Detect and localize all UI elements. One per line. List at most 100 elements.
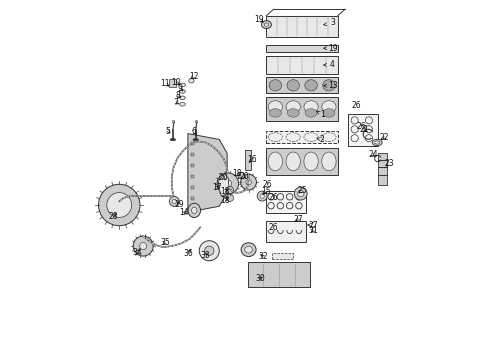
Circle shape	[217, 173, 239, 194]
Text: 11: 11	[160, 79, 170, 88]
Text: 19: 19	[324, 44, 337, 53]
Text: 16: 16	[247, 156, 257, 165]
Circle shape	[205, 246, 214, 255]
Ellipse shape	[268, 101, 283, 113]
Ellipse shape	[188, 203, 200, 217]
Bar	[348, 114, 377, 146]
Ellipse shape	[305, 80, 318, 91]
Bar	[267, 192, 306, 213]
Text: 9: 9	[178, 84, 183, 93]
Ellipse shape	[189, 78, 194, 83]
Ellipse shape	[196, 120, 197, 123]
Circle shape	[107, 193, 132, 217]
Text: 1: 1	[317, 111, 324, 120]
Ellipse shape	[180, 83, 185, 87]
Ellipse shape	[286, 101, 300, 113]
Text: 34: 34	[132, 248, 142, 257]
Circle shape	[199, 241, 220, 261]
Bar	[169, 79, 176, 87]
Text: 10: 10	[172, 78, 181, 87]
Ellipse shape	[180, 90, 185, 93]
Text: 6: 6	[192, 127, 196, 136]
Ellipse shape	[238, 172, 245, 179]
Ellipse shape	[264, 23, 269, 26]
Bar	[378, 153, 387, 185]
Text: 17: 17	[212, 183, 222, 192]
Ellipse shape	[172, 120, 174, 123]
Text: 33: 33	[201, 251, 211, 260]
Ellipse shape	[170, 139, 175, 141]
Text: 31: 31	[309, 225, 318, 234]
Ellipse shape	[322, 101, 336, 113]
Ellipse shape	[304, 101, 318, 113]
Bar	[191, 164, 194, 167]
Text: 25: 25	[297, 185, 307, 194]
Text: 26: 26	[262, 180, 272, 189]
Circle shape	[169, 197, 179, 206]
Text: 7: 7	[173, 98, 179, 107]
Ellipse shape	[322, 152, 336, 171]
Text: 32: 32	[258, 252, 268, 261]
Circle shape	[226, 186, 234, 194]
Text: 5: 5	[166, 127, 171, 136]
Text: 3: 3	[323, 18, 335, 27]
Bar	[267, 45, 338, 52]
Ellipse shape	[287, 80, 299, 91]
Bar	[245, 150, 251, 170]
Bar	[267, 16, 338, 37]
Text: 20: 20	[219, 174, 228, 183]
Polygon shape	[219, 175, 229, 196]
Bar	[267, 77, 338, 93]
Bar	[191, 153, 194, 156]
Circle shape	[98, 184, 140, 226]
Text: 18: 18	[232, 169, 242, 178]
Text: 28: 28	[108, 212, 118, 221]
Ellipse shape	[180, 96, 185, 100]
Circle shape	[294, 187, 307, 200]
Bar	[191, 142, 194, 145]
Bar	[267, 148, 338, 175]
Text: 36: 36	[183, 249, 193, 258]
Ellipse shape	[192, 207, 197, 213]
Ellipse shape	[269, 80, 282, 91]
Bar	[267, 131, 338, 143]
Circle shape	[257, 191, 267, 201]
Ellipse shape	[304, 152, 318, 171]
Circle shape	[241, 174, 256, 190]
Ellipse shape	[262, 21, 271, 28]
Polygon shape	[188, 134, 227, 212]
Text: 20: 20	[239, 172, 249, 181]
Ellipse shape	[287, 109, 299, 117]
Circle shape	[226, 194, 234, 202]
Bar	[247, 262, 310, 287]
Circle shape	[172, 199, 176, 203]
Text: 23: 23	[385, 159, 394, 168]
Bar	[191, 186, 194, 189]
Bar	[191, 175, 194, 178]
Text: 35: 35	[161, 238, 171, 247]
Text: 27: 27	[293, 215, 303, 224]
Text: 24: 24	[368, 150, 378, 159]
Ellipse shape	[305, 109, 317, 117]
Text: 26: 26	[268, 223, 278, 232]
Ellipse shape	[375, 141, 380, 144]
Text: 21: 21	[359, 126, 368, 135]
Bar	[267, 221, 306, 242]
Text: 2: 2	[317, 135, 324, 144]
Text: 12: 12	[189, 72, 198, 81]
Ellipse shape	[323, 80, 335, 91]
Text: 14: 14	[179, 208, 189, 217]
Text: 26: 26	[268, 193, 278, 202]
Text: 26: 26	[352, 102, 362, 111]
Ellipse shape	[241, 243, 256, 257]
Text: 15: 15	[261, 187, 270, 196]
Ellipse shape	[193, 139, 198, 141]
Circle shape	[297, 190, 304, 197]
Text: 4: 4	[324, 60, 335, 69]
Text: 26: 26	[357, 122, 366, 131]
Bar	[272, 253, 293, 259]
Text: 22: 22	[380, 133, 389, 142]
Text: 18: 18	[220, 187, 230, 196]
Text: 19: 19	[254, 15, 264, 24]
Bar	[267, 57, 338, 73]
